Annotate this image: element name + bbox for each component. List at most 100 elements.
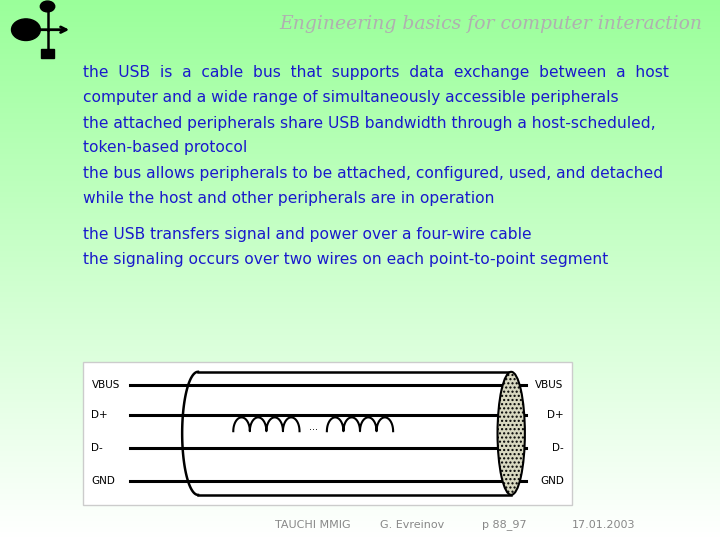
Bar [0,354,720,356]
Bar [0,529,720,532]
Text: VBUS: VBUS [536,380,564,390]
Bar [0,16,720,19]
Bar [0,51,720,54]
Text: GND: GND [91,476,115,485]
Bar [0,3,720,5]
Bar [0,248,720,251]
Bar [0,111,720,113]
Bar [0,40,720,43]
Text: the attached peripherals share USB bandwidth through a host-scheduled,: the attached peripherals share USB bandw… [83,116,655,131]
Bar [0,451,720,454]
Bar [0,65,720,68]
Bar [0,513,720,516]
Bar [0,405,720,408]
Bar [0,140,720,143]
Bar [0,14,720,16]
Bar [0,421,720,424]
Bar [0,467,720,470]
Bar [0,378,720,381]
Bar [0,302,720,305]
Text: TAUCHI MMIG: TAUCHI MMIG [275,520,351,530]
Bar [0,49,720,51]
Bar [0,197,720,200]
Bar [0,70,720,73]
Bar [0,464,720,467]
Bar [0,130,720,132]
Bar [0,103,720,105]
Bar [0,86,720,89]
Text: D-: D- [91,443,103,453]
Bar [0,505,720,508]
Text: Engineering basics for computer interaction: Engineering basics for computer interact… [279,15,702,33]
Bar [0,256,720,259]
Bar [0,483,720,486]
Text: the signaling occurs over two wires on each point-to-point segment: the signaling occurs over two wires on e… [83,252,608,267]
Bar [0,289,720,292]
Bar [0,402,720,405]
Bar [0,46,720,49]
Bar [0,418,720,421]
Text: the USB transfers signal and power over a four-wire cable: the USB transfers signal and power over … [83,227,531,242]
Ellipse shape [498,372,525,495]
Bar [0,367,720,370]
Bar [0,397,720,400]
Bar [0,437,720,440]
Bar [0,208,720,211]
Circle shape [12,19,40,40]
Bar [0,275,720,278]
Bar [0,200,720,202]
Bar [0,19,720,22]
Text: ...: ... [309,422,318,432]
Bar [0,316,720,319]
FancyBboxPatch shape [83,362,572,505]
Bar [0,489,720,491]
Bar [0,443,720,445]
Bar [0,364,720,367]
Bar [0,219,720,221]
Bar [0,216,720,219]
Bar [0,167,720,170]
Bar [0,127,720,130]
Bar [0,410,720,413]
Bar [0,481,720,483]
Text: 17.01.2003: 17.01.2003 [572,520,635,530]
Bar [0,448,720,451]
FancyBboxPatch shape [41,49,54,58]
Text: VBUS: VBUS [91,380,120,390]
Bar [0,119,720,122]
Bar [0,281,720,284]
Bar [0,478,720,481]
Circle shape [40,1,55,12]
Bar [0,532,720,535]
Bar [0,265,720,267]
Bar [0,526,720,529]
Bar [0,157,720,159]
Bar [0,224,720,227]
Text: G. Evreinov: G. Evreinov [379,520,444,530]
Bar [0,486,720,489]
Bar [0,165,720,167]
Bar [0,338,720,340]
Bar [0,321,720,324]
Bar [0,383,720,386]
Bar [0,151,720,154]
Bar [0,356,720,359]
Bar [0,537,720,540]
Bar [0,108,720,111]
Bar [0,308,720,310]
Bar [0,435,720,437]
Text: GND: GND [540,476,564,485]
Bar [0,97,720,100]
Bar [0,146,720,148]
Bar [0,246,720,248]
Bar [0,138,720,140]
Bar [0,89,720,92]
Bar [0,105,720,108]
Bar [0,332,720,335]
Bar [0,343,720,346]
Bar [0,132,720,135]
Bar [0,270,720,273]
Bar [0,62,720,65]
Bar [0,470,720,472]
Bar [0,535,720,537]
